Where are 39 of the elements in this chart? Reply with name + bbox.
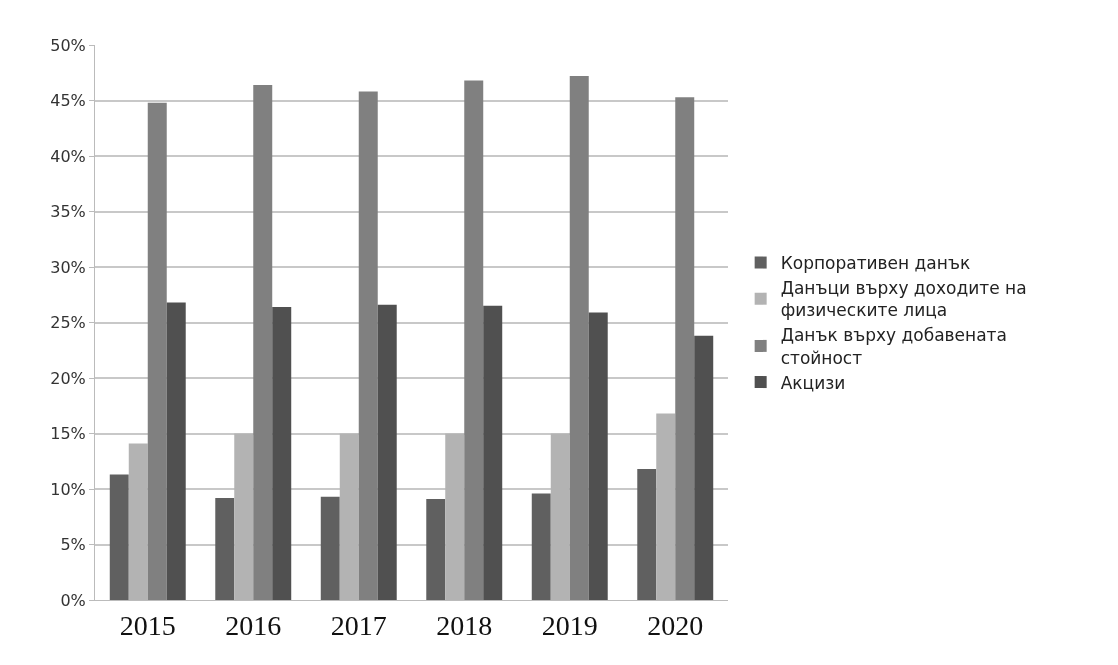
bar [531, 493, 551, 600]
bar [272, 306, 292, 600]
legend-label: Корпоративен данък [780, 253, 971, 274]
bar [358, 91, 378, 600]
y-tick-label: 0% [60, 590, 86, 610]
x-tick-label: 2015 [119, 609, 176, 641]
bar [253, 84, 273, 600]
y-tick-label: 20% [50, 368, 86, 388]
bar [215, 497, 235, 600]
bar [675, 97, 695, 600]
y-tick-label: 40% [50, 146, 86, 166]
bar [464, 80, 484, 600]
bar [377, 304, 397, 600]
bar [483, 305, 503, 600]
bar [588, 312, 608, 600]
y-tick-label: 5% [60, 535, 86, 555]
y-tick-label: 30% [50, 257, 86, 277]
legend-label: Акцизи [780, 372, 846, 393]
bar [109, 474, 129, 600]
x-tick-label: 2018 [436, 609, 493, 641]
bar [166, 302, 186, 600]
bar [426, 498, 446, 600]
y-tick-label: 25% [50, 313, 86, 333]
x-tick-label: 2020 [647, 609, 704, 641]
x-tick-label: 2017 [330, 609, 387, 641]
bar [569, 76, 589, 600]
bar [637, 469, 657, 600]
x-tick-label: 2016 [225, 609, 282, 641]
y-tick-label: 10% [50, 479, 86, 499]
bar [694, 335, 714, 600]
bar [320, 496, 340, 600]
legend-label: Данък върху добавената стойност [780, 325, 1007, 368]
y-tick-label: 15% [50, 424, 86, 444]
y-tick-label: 45% [50, 91, 86, 111]
y-tick-label: 50% [50, 35, 86, 55]
x-tick-label: 2019 [541, 609, 598, 641]
bar [147, 102, 167, 600]
legend-label: Данъци върху доходите на физическите лица [780, 278, 1027, 321]
y-tick-label: 35% [50, 202, 86, 222]
